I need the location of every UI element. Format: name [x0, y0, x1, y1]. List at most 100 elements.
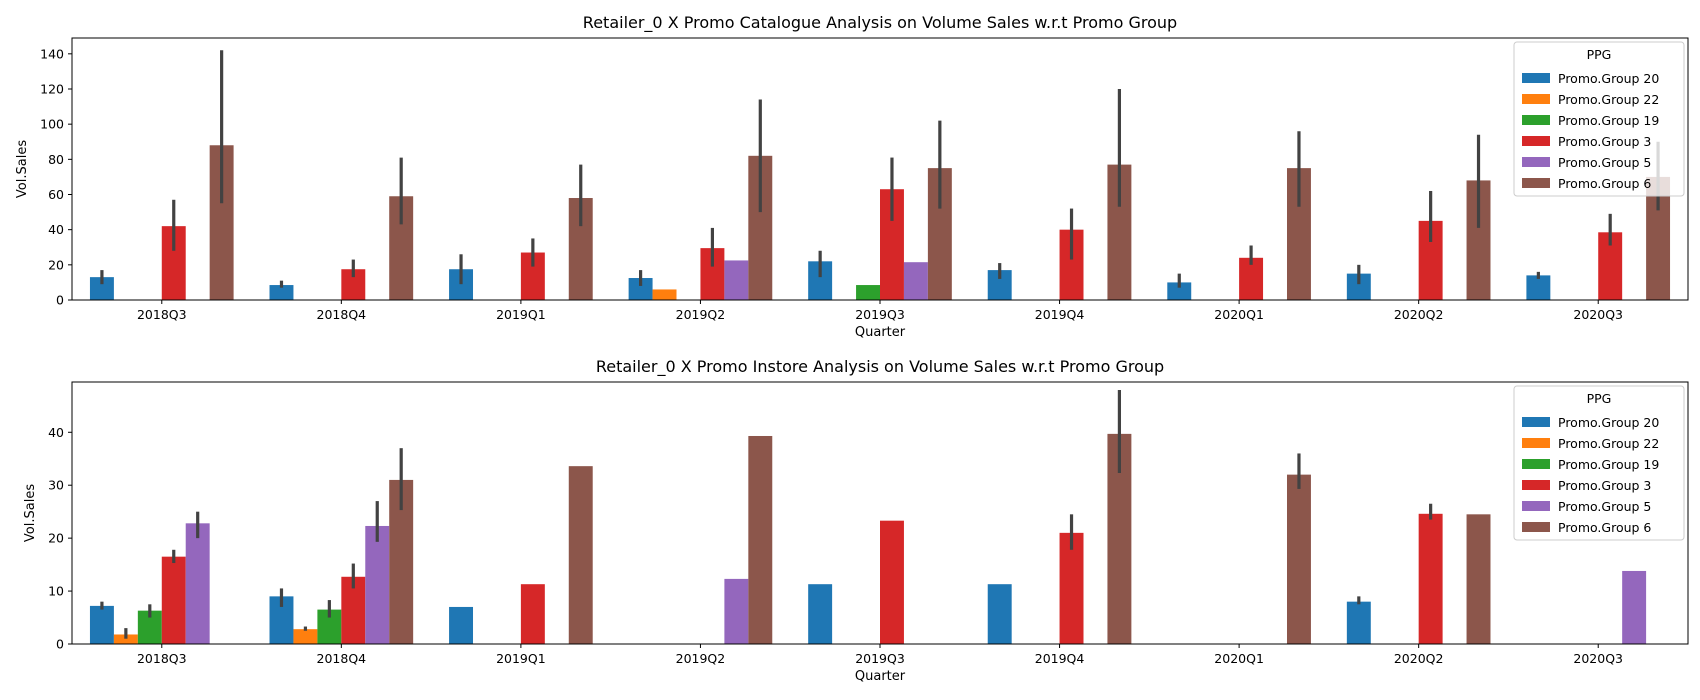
- legend-title: PPG: [1587, 391, 1612, 406]
- legend-swatch: [1522, 178, 1550, 188]
- bar: [1167, 282, 1192, 300]
- bar: [1286, 474, 1311, 644]
- bar: [700, 248, 725, 300]
- legend-frame: [1513, 41, 1685, 197]
- y-axis-label: Vol.Sales: [23, 484, 38, 542]
- legend-swatch: [1522, 438, 1550, 448]
- bar: [628, 278, 653, 300]
- bar: [1346, 273, 1371, 300]
- bar: [856, 285, 880, 300]
- legend-entry: Promo.Group 20: [1558, 71, 1659, 86]
- y-tick-label: 40: [48, 222, 64, 237]
- y-tick-label: 120: [40, 81, 64, 96]
- bar: [1466, 514, 1491, 644]
- bar: [161, 226, 186, 300]
- bar: [1622, 570, 1647, 644]
- legend-entry: Promo.Group 6: [1558, 176, 1651, 191]
- catalogue-chart: Retailer_0 X Promo Catalogue Analysis on…: [15, 13, 1689, 340]
- bar: [1418, 513, 1443, 644]
- bar: [987, 584, 1012, 644]
- bar: [1239, 257, 1264, 300]
- legend-entry: Promo.Group 19: [1558, 113, 1659, 128]
- bar: [724, 260, 749, 300]
- bar: [748, 155, 773, 300]
- bar: [89, 605, 114, 644]
- bar: [652, 289, 677, 300]
- bar: [341, 269, 366, 300]
- bar: [987, 270, 1012, 300]
- bar: [365, 525, 390, 644]
- legend-swatch: [1522, 501, 1550, 511]
- x-axis-label: Quarter: [855, 669, 906, 684]
- bar: [1107, 164, 1132, 300]
- y-tick-label: 0: [56, 637, 64, 652]
- x-tick-label: 2020Q3: [1573, 651, 1623, 666]
- x-tick-label: 2019Q3: [855, 307, 905, 322]
- bar: [1107, 433, 1132, 644]
- legend-frame: [1513, 385, 1685, 541]
- y-tick-label: 140: [40, 46, 64, 61]
- bar: [317, 609, 342, 644]
- y-tick-label: 20: [48, 257, 64, 272]
- bar: [449, 606, 474, 644]
- bar: [568, 198, 593, 300]
- legend-entry: Promo.Group 5: [1558, 155, 1651, 170]
- legend-swatch: [1522, 459, 1550, 469]
- y-tick-label: 10: [48, 584, 64, 599]
- bar: [520, 584, 545, 644]
- x-tick-label: 2019Q1: [496, 307, 546, 322]
- y-tick-label: 20: [48, 531, 64, 546]
- x-tick-label: 2019Q3: [855, 651, 905, 666]
- x-tick-label: 2018Q4: [317, 307, 367, 322]
- legend-entry: Promo.Group 3: [1558, 478, 1651, 493]
- plot-area: 2018Q3 2018Q4 2019Q1 2019Q2 2019Q3 2019Q4 2020…: [40, 37, 1689, 322]
- chart-title: Retailer_0 X Promo Catalogue Analysis on…: [583, 13, 1177, 33]
- bar: [89, 277, 114, 300]
- legend-title: PPG: [1587, 47, 1612, 62]
- y-tick-label: 100: [40, 117, 64, 132]
- bar: [389, 196, 414, 300]
- bar: [880, 189, 904, 300]
- y-tick-label: 0: [56, 293, 64, 308]
- legend-entry: Promo.Group 20: [1558, 415, 1659, 430]
- chart-title: Retailer_0 X Promo Instore Analysis on V…: [596, 357, 1164, 377]
- bar: [1598, 232, 1623, 300]
- x-axis-label: Quarter: [855, 325, 906, 340]
- bar: [808, 261, 833, 300]
- bar: [269, 596, 294, 644]
- bar: [185, 523, 210, 644]
- x-tick-label: 2018Q3: [137, 651, 187, 666]
- bar: [724, 578, 749, 644]
- legend-swatch: [1522, 417, 1550, 427]
- bar: [520, 252, 545, 300]
- bar: [209, 145, 234, 300]
- bar: [568, 466, 593, 644]
- legend-entry: Promo.Group 5: [1558, 499, 1651, 514]
- x-tick-label: 2020Q1: [1214, 307, 1264, 322]
- bar: [1466, 180, 1491, 300]
- bar: [389, 479, 414, 644]
- bar: [293, 629, 318, 644]
- bar: [748, 435, 773, 644]
- x-tick-label: 2019Q2: [676, 307, 726, 322]
- bar: [880, 520, 904, 644]
- legend-entry: Promo.Group 22: [1558, 436, 1659, 451]
- bar: [1646, 176, 1671, 300]
- bar: [808, 584, 833, 644]
- y-axis-label: Vol.Sales: [15, 140, 30, 198]
- bar: [927, 168, 952, 300]
- legend: PPG Promo.Group 20 Promo.Group 22 Promo.Gr…: [1513, 41, 1685, 197]
- bar: [1346, 601, 1371, 644]
- x-tick-label: 2020Q2: [1394, 651, 1444, 666]
- x-tick-label: 2019Q4: [1035, 307, 1085, 322]
- legend-swatch: [1522, 73, 1550, 83]
- y-tick-label: 30: [48, 478, 64, 493]
- legend-swatch: [1522, 136, 1550, 146]
- x-tick-label: 2019Q1: [496, 651, 546, 666]
- y-tick-label: 60: [48, 187, 64, 202]
- bar: [1286, 168, 1311, 300]
- legend-swatch: [1522, 480, 1550, 490]
- legend-swatch: [1522, 94, 1550, 104]
- x-tick-label: 2019Q2: [676, 651, 726, 666]
